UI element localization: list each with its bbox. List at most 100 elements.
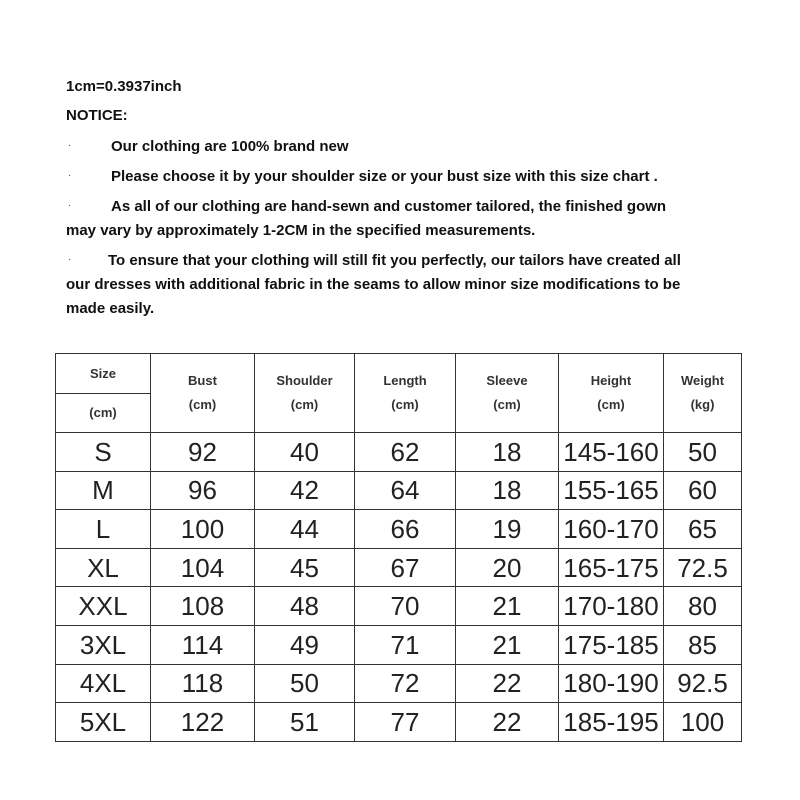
value-cell: 60 bbox=[663, 470, 742, 511]
value-cell: 45 bbox=[254, 547, 355, 588]
value-cell: 66 bbox=[354, 509, 456, 549]
table-row: 4XL 118 50 72 22 180-190 92.5 bbox=[55, 663, 742, 704]
size-cell: S bbox=[55, 432, 151, 472]
value-cell: 19 bbox=[455, 509, 559, 549]
header-cell: Height (cm) bbox=[558, 353, 664, 433]
header-cell: Length (cm) bbox=[354, 353, 456, 433]
value-cell: 18 bbox=[455, 432, 559, 472]
header-cell: Sleeve (cm) bbox=[455, 353, 559, 433]
header-unit: (cm) bbox=[391, 397, 419, 412]
size-cell: M bbox=[55, 470, 151, 511]
size-cell: 4XL bbox=[55, 663, 151, 704]
header-label: Height bbox=[590, 373, 632, 388]
header-unit: (cm) bbox=[188, 397, 217, 412]
value-cell: 165-175 bbox=[558, 547, 664, 588]
header-cell: Weight (kg) bbox=[663, 353, 742, 433]
table-row: M 96 42 64 18 155-165 60 bbox=[55, 470, 742, 511]
header-size: Size bbox=[55, 353, 151, 394]
header-label: Bust bbox=[188, 373, 217, 388]
value-cell: 85 bbox=[663, 624, 742, 665]
value-cell: 49 bbox=[254, 624, 355, 665]
table-row: XXL 108 48 70 21 170-180 80 bbox=[55, 586, 742, 626]
value-cell: 155-165 bbox=[558, 470, 664, 511]
notice-line: As all of our clothing are hand-sewn and… bbox=[111, 198, 667, 215]
header-label: Shoulder bbox=[276, 373, 333, 388]
value-cell: 71 bbox=[354, 624, 456, 665]
notice-line: may vary by approximately 1-2CM in the s… bbox=[66, 222, 536, 239]
value-cell: 114 bbox=[150, 624, 255, 665]
size-cell: 5XL bbox=[55, 702, 151, 742]
value-cell: 100 bbox=[663, 702, 742, 742]
header-label: Length bbox=[383, 373, 427, 388]
value-cell: 175-185 bbox=[558, 624, 664, 665]
header-unit: (cm) bbox=[290, 397, 319, 412]
value-cell: 22 bbox=[455, 702, 559, 742]
bullet-icon: · bbox=[68, 254, 72, 265]
notice-line: To ensure that your clothing will still … bbox=[108, 252, 681, 269]
value-cell: 145-160 bbox=[558, 432, 664, 472]
value-cell: 122 bbox=[150, 702, 255, 742]
value-cell: 21 bbox=[455, 624, 559, 665]
value-cell: 100 bbox=[150, 509, 255, 549]
value-cell: 50 bbox=[663, 432, 742, 472]
table-row: XL 104 45 67 20 165-175 72.5 bbox=[55, 547, 742, 588]
size-chart-table: Size Bust (cm) Shoulder (cm) Length (cm) Sl… bbox=[55, 353, 742, 742]
header-label: Sleeve bbox=[486, 373, 528, 388]
header-size-unit: (cm) bbox=[55, 393, 151, 433]
size-cell: 3XL bbox=[55, 624, 151, 665]
value-cell: 80 bbox=[663, 586, 742, 626]
value-cell: 48 bbox=[254, 586, 355, 626]
notice-title: NOTICE: bbox=[66, 107, 128, 124]
size-cell: L bbox=[55, 509, 151, 549]
header-unit: (kg) bbox=[690, 397, 715, 412]
value-cell: 65 bbox=[663, 509, 742, 549]
size-cell: XL bbox=[55, 547, 151, 588]
value-cell: 44 bbox=[254, 509, 355, 549]
value-cell: 72.5 bbox=[663, 547, 742, 588]
bullet-icon: · bbox=[68, 170, 72, 181]
header-row-unit: (cm) bbox=[55, 393, 742, 433]
notice-line: Please choose it by your shoulder size o… bbox=[111, 168, 658, 185]
header-cell: Shoulder (cm) bbox=[254, 353, 355, 433]
value-cell: 180-190 bbox=[558, 663, 664, 704]
notice-line: made easily. bbox=[66, 300, 155, 317]
value-cell: 170-180 bbox=[558, 586, 664, 626]
value-cell: 118 bbox=[150, 663, 255, 704]
header-unit: (cm) bbox=[493, 397, 521, 412]
bullet-icon: · bbox=[68, 200, 72, 211]
value-cell: 160-170 bbox=[558, 509, 664, 549]
value-cell: 40 bbox=[254, 432, 355, 472]
value-cell: 108 bbox=[150, 586, 255, 626]
value-cell: 21 bbox=[455, 586, 559, 626]
value-cell: 64 bbox=[354, 470, 456, 511]
size-cell: XXL bbox=[55, 586, 151, 626]
value-cell: 72 bbox=[354, 663, 456, 704]
header-unit: (cm) bbox=[597, 397, 625, 412]
value-cell: 96 bbox=[150, 470, 255, 511]
header-cell: Bust (cm) bbox=[150, 353, 255, 433]
value-cell: 104 bbox=[150, 547, 255, 588]
value-cell: 67 bbox=[354, 547, 456, 588]
value-cell: 92.5 bbox=[663, 663, 742, 704]
value-cell: 50 bbox=[254, 663, 355, 704]
table-row: 3XL 114 49 71 21 175-185 85 bbox=[55, 624, 742, 665]
value-cell: 18 bbox=[455, 470, 559, 511]
value-cell: 51 bbox=[254, 702, 355, 742]
value-cell: 22 bbox=[455, 663, 559, 704]
notice-line: our dresses with additional fabric in th… bbox=[66, 276, 681, 293]
header-label: Weight bbox=[680, 373, 725, 388]
value-cell: 92 bbox=[150, 432, 255, 472]
conversion-note: 1cm=0.3937inch bbox=[66, 78, 182, 95]
table-row: L 100 44 66 19 160-170 65 bbox=[55, 509, 742, 549]
bullet-icon: · bbox=[68, 140, 72, 151]
value-cell: 70 bbox=[354, 586, 456, 626]
notice-line: Our clothing are 100% brand new bbox=[111, 138, 349, 155]
value-cell: 20 bbox=[455, 547, 559, 588]
table-row: S 92 40 62 18 145-160 50 bbox=[55, 432, 742, 472]
value-cell: 42 bbox=[254, 470, 355, 511]
table-row: 5XL 122 51 77 22 185-195 100 bbox=[55, 702, 742, 742]
value-cell: 185-195 bbox=[558, 702, 664, 742]
header-row: Size Bust (cm) Shoulder (cm) Length (cm) Sl… bbox=[55, 353, 742, 433]
value-cell: 77 bbox=[354, 702, 456, 742]
value-cell: 62 bbox=[354, 432, 456, 472]
